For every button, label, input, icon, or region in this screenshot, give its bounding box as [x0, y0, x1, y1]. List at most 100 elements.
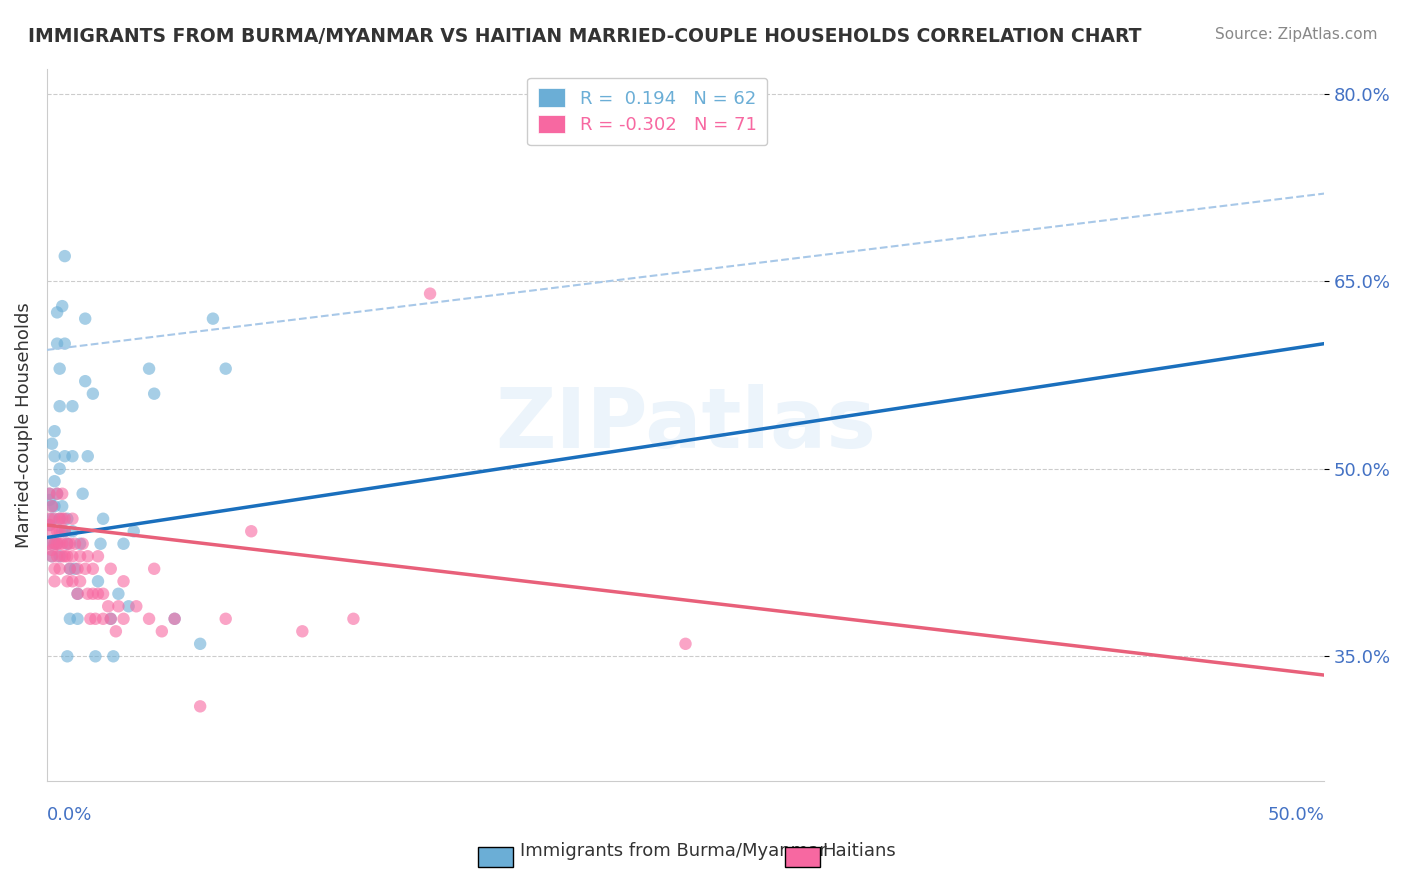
Point — [75, 311, 97, 326]
Point — [51, 537, 73, 551]
Text: ZIPatlas: ZIPatlas — [495, 384, 876, 466]
Point — [41, 500, 63, 514]
Point — [100, 612, 122, 626]
Point — [41, 500, 63, 514]
Point — [53, 249, 76, 263]
Point — [291, 624, 314, 639]
Point — [48, 549, 70, 564]
Point — [59, 612, 82, 626]
Point — [41, 543, 63, 558]
Point — [104, 624, 127, 639]
Point — [63, 537, 86, 551]
Point — [46, 537, 69, 551]
Point — [103, 649, 125, 664]
Text: Immigrants from Burma/Myanmar: Immigrants from Burma/Myanmar — [520, 842, 827, 860]
Point — [44, 512, 66, 526]
Point — [62, 512, 84, 526]
Point — [48, 562, 70, 576]
Point — [44, 449, 66, 463]
Point — [44, 562, 66, 576]
Point — [53, 524, 76, 539]
Point — [56, 512, 79, 526]
Point — [59, 562, 82, 576]
Point — [46, 487, 69, 501]
Point — [51, 549, 73, 564]
Point — [87, 549, 110, 564]
Point — [41, 512, 63, 526]
Point — [342, 612, 364, 626]
Point — [44, 537, 66, 551]
Point — [51, 487, 73, 501]
Point — [48, 512, 70, 526]
Point — [48, 524, 70, 539]
Point — [87, 587, 110, 601]
Point — [48, 399, 70, 413]
Point — [62, 399, 84, 413]
Y-axis label: Married-couple Households: Married-couple Households — [15, 302, 32, 548]
Point — [38, 518, 60, 533]
Point — [38, 493, 60, 508]
Point — [69, 537, 91, 551]
Point — [76, 549, 98, 564]
Point — [38, 537, 60, 551]
Point — [44, 537, 66, 551]
Point — [56, 574, 79, 589]
Point — [100, 562, 122, 576]
Point — [215, 361, 238, 376]
Point — [84, 612, 107, 626]
Point — [107, 587, 129, 601]
Point — [75, 374, 97, 388]
Point — [46, 537, 69, 551]
Point — [82, 587, 104, 601]
Point — [84, 649, 107, 664]
Point — [100, 612, 122, 626]
Point — [63, 562, 86, 576]
Point — [125, 599, 148, 614]
Point — [41, 436, 63, 450]
Text: 0.0%: 0.0% — [46, 806, 93, 824]
Point — [48, 361, 70, 376]
Point — [38, 487, 60, 501]
Point — [91, 512, 114, 526]
Point — [46, 524, 69, 539]
Point — [44, 424, 66, 438]
Point — [138, 612, 160, 626]
Point — [66, 612, 89, 626]
Text: IMMIGRANTS FROM BURMA/MYANMAR VS HAITIAN MARRIED-COUPLE HOUSEHOLDS CORRELATION C: IMMIGRANTS FROM BURMA/MYANMAR VS HAITIAN… — [28, 27, 1142, 45]
Point — [76, 587, 98, 601]
Point — [38, 487, 60, 501]
Point — [46, 305, 69, 319]
Point — [48, 537, 70, 551]
Point — [82, 562, 104, 576]
Point — [44, 474, 66, 488]
Point — [62, 574, 84, 589]
Legend: R =  0.194   N = 62, R = -0.302   N = 71: R = 0.194 N = 62, R = -0.302 N = 71 — [527, 78, 768, 145]
Point — [62, 449, 84, 463]
Text: 50.0%: 50.0% — [1267, 806, 1324, 824]
Point — [46, 336, 69, 351]
Point — [675, 637, 697, 651]
Point — [79, 612, 101, 626]
Point — [66, 587, 89, 601]
Point — [419, 286, 441, 301]
Point — [112, 612, 135, 626]
Point — [91, 587, 114, 601]
Point — [66, 587, 89, 601]
Point — [48, 461, 70, 475]
Point — [69, 549, 91, 564]
Point — [41, 524, 63, 539]
Point — [41, 549, 63, 564]
Point — [48, 512, 70, 526]
Point — [66, 562, 89, 576]
Point — [138, 361, 160, 376]
Point — [44, 574, 66, 589]
Point — [53, 549, 76, 564]
Point — [56, 649, 79, 664]
Point — [117, 599, 139, 614]
Point — [56, 537, 79, 551]
Point — [240, 524, 263, 539]
Point — [38, 537, 60, 551]
Point — [90, 537, 112, 551]
Point — [163, 612, 186, 626]
Point — [53, 524, 76, 539]
